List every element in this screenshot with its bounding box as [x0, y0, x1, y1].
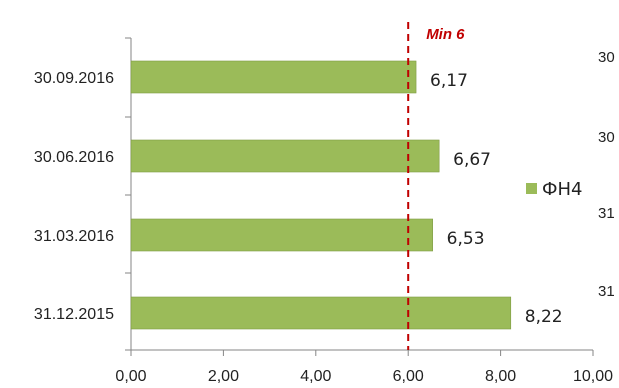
x-tick-label: 6,00 [393, 368, 424, 385]
bar-value-label: 6,67 [453, 150, 491, 170]
x-tick-label: 0,00 [115, 368, 146, 385]
bar [130, 296, 512, 330]
clipped-edge-label: 31 [598, 283, 615, 300]
y-category-label: 30.09.2016 [34, 70, 114, 87]
x-tick-label: 4,00 [300, 368, 331, 385]
bar [130, 139, 440, 173]
x-tick-label: 8,00 [485, 368, 516, 385]
bars-layer [130, 60, 512, 330]
y-category-label: 30.06.2016 [34, 149, 114, 166]
legend: ФН4 [526, 179, 582, 200]
legend-label: ФН4 [542, 179, 582, 200]
clipped-edge-label: 31 [598, 205, 615, 222]
x-tick-label: 2,00 [208, 368, 239, 385]
reference-line-label: Min 6 [426, 26, 465, 43]
reference-line-group: Min 6 [407, 22, 465, 350]
x-tick-label: 10,00 [573, 368, 613, 385]
bar-value-label: 8,22 [525, 307, 563, 327]
bar-value-label: 6,17 [430, 71, 468, 91]
plot-axes: 0,00 2,00 4,00 6,00 8,00 10,00 30.09.2016 30.06… [34, 37, 613, 385]
clipped-second-chart-labels: 30 30 31 31 [598, 49, 615, 300]
bar [130, 60, 417, 94]
bar-value-label: 6,53 [447, 229, 485, 249]
bar [130, 218, 433, 252]
y-category-label: 31.12.2015 [34, 306, 114, 323]
clipped-edge-label: 30 [598, 49, 615, 66]
y-category-label: 31.03.2016 [34, 228, 114, 245]
legend-swatch [526, 183, 537, 194]
clipped-edge-label: 30 [598, 129, 615, 146]
labels-layer: 6,17 6,67 6,53 8,22 [430, 71, 563, 327]
